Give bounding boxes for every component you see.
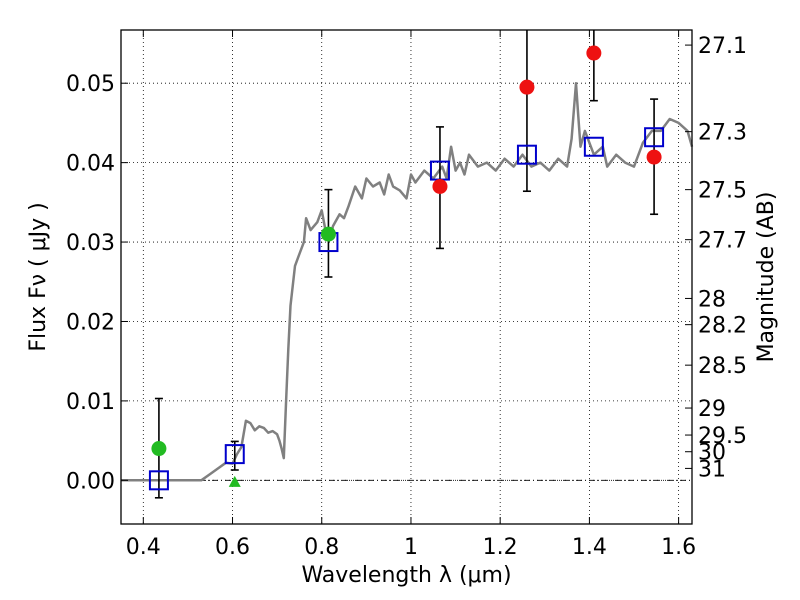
error-bar-layer: [154, 30, 659, 499]
right-tick-label: 27.3: [698, 121, 747, 146]
spectrum-line: [121, 81, 694, 482]
observed-flux-point: [646, 149, 662, 165]
model-flux-square: [148, 470, 169, 491]
y-tick-label: 0.04: [66, 152, 115, 177]
observed-flux-point: [586, 45, 602, 61]
right-tick-label: 27.7: [698, 229, 747, 254]
right-tick-label: 28: [698, 287, 726, 312]
x-tick-label: 0.4: [126, 535, 161, 560]
model-flux-square: [644, 127, 665, 148]
observed-flux-point: [432, 178, 448, 194]
x-tick-label: 1: [404, 535, 418, 560]
x-tick-label: 0.8: [304, 535, 339, 560]
plot-frame: [120, 29, 693, 525]
y-tick-label: 0.00: [66, 469, 115, 494]
model-flux-square: [224, 444, 245, 465]
right-tick-label: 29: [698, 397, 726, 422]
y-tick-label: 0.03: [66, 231, 115, 256]
marker-layer: [148, 45, 665, 491]
y-tick-label: 0.05: [66, 72, 115, 97]
observed-flux-point: [320, 226, 336, 242]
right-tick-label: 31: [698, 457, 726, 482]
grid-layer: [121, 30, 692, 524]
tick-layer: 0.4 0.6 0.8 1 1.2 1.4 1.6 0.00 0.01 0.02 0.03 0.04 0…: [66, 30, 747, 560]
model-flux-square: [516, 144, 537, 165]
y-tick-label: 0.02: [66, 310, 115, 335]
right-tick-label: 27.1: [698, 34, 747, 59]
x-axis-label: Wavelength λ (μm): [301, 563, 511, 588]
spectrum-layer: [121, 81, 694, 482]
x-tick-label: 0.6: [215, 535, 250, 560]
upper-limit-triangle: [228, 475, 241, 487]
x-tick-label: 1.6: [661, 535, 696, 560]
model-flux-square: [583, 136, 604, 157]
observed-flux-point: [151, 441, 167, 457]
right-tick-label: 30: [698, 441, 726, 466]
y-axis-label: Flux Fν ( μJy ): [26, 202, 51, 351]
right-tick-label: 28.2: [698, 314, 747, 339]
right-tick-label: 29.5: [698, 424, 747, 449]
right-tick-label: 27.5: [698, 179, 747, 204]
y-tick-label: 0.01: [66, 390, 115, 415]
x-tick-label: 1.2: [483, 535, 518, 560]
observed-flux-point: [519, 79, 535, 95]
right-axis-label: Magnitude (AB): [754, 192, 779, 363]
x-tick-label: 1.4: [572, 535, 607, 560]
right-tick-label: 28.5: [698, 354, 747, 379]
